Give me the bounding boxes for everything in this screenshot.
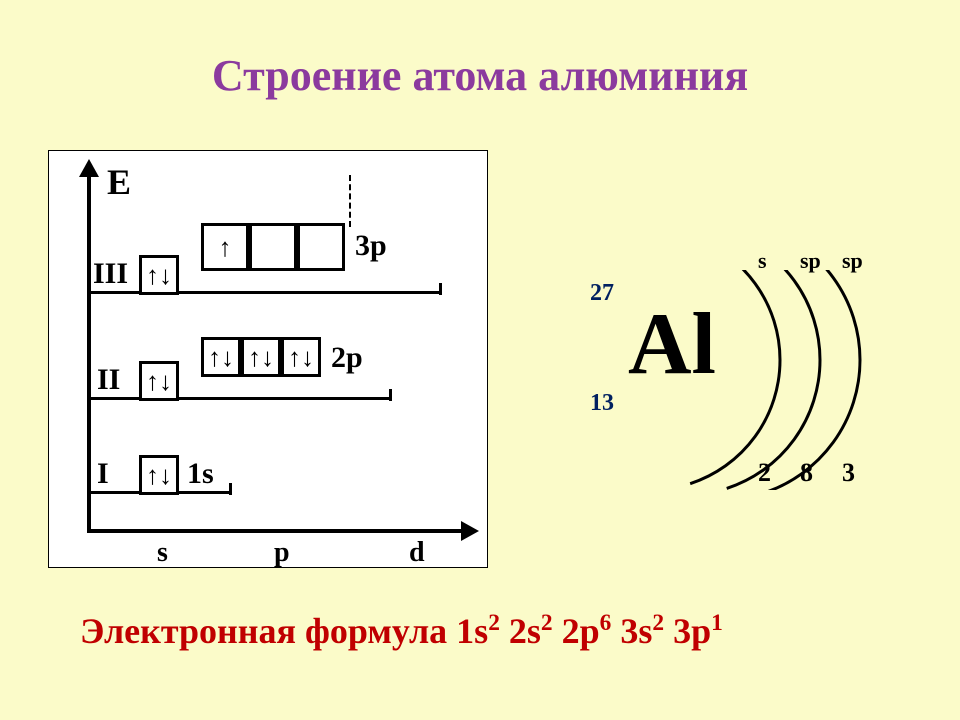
shell-top-label: sp <box>842 248 863 274</box>
orbital-box: ↑↓ <box>241 337 281 377</box>
electron-arrows-icon: ↑↓ <box>146 368 172 394</box>
electron-arrows-icon: ↑ <box>219 234 232 260</box>
formula-term: 3p1 <box>673 611 723 651</box>
formula-term: 1s2 <box>456 611 509 651</box>
orbital-box: ↑↓ <box>139 455 179 495</box>
formula-prefix: Электронная формула <box>80 611 456 651</box>
level-roman-label: II <box>97 363 120 397</box>
electron-formula: Электронная формула 1s2 2s2 2p6 3s2 3p1 <box>80 610 723 652</box>
energy-diagram: E I ↑↓ 1s II ↑↓ ↑↓ ↑↓ ↑↓ 2p III ↑↓ ↑ 3p s p d <box>48 150 488 568</box>
electron-arrows-icon: ↑↓ <box>208 344 234 370</box>
x-axis-arrow-icon <box>461 521 479 541</box>
electron-arrows-icon: ↑↓ <box>248 344 274 370</box>
formula-term: 2p6 <box>562 611 621 651</box>
x-axis-sublabel: p <box>274 537 290 569</box>
shell-electron-count: 8 <box>800 458 813 488</box>
level-tick <box>389 389 392 401</box>
level-roman-label: I <box>97 457 109 491</box>
electron-arrows-icon: ↑↓ <box>146 462 172 488</box>
shell-electron-count: 2 <box>758 458 771 488</box>
y-axis-arrow-icon <box>79 159 99 177</box>
orbital-box <box>249 223 297 271</box>
subshell-label: 3p <box>355 229 387 263</box>
electron-shell-arc <box>727 270 820 488</box>
electron-arrows-icon: ↑↓ <box>288 344 314 370</box>
orbital-box <box>297 223 345 271</box>
subshell-label: 1s <box>187 457 214 491</box>
x-axis-sublabel: s <box>157 537 168 569</box>
orbital-box: ↑↓ <box>139 255 179 295</box>
formula-term: 2s2 <box>509 611 562 651</box>
shell-top-label: sp <box>800 248 821 274</box>
dashed-line <box>349 175 351 227</box>
page-title: Строение атома алюминия <box>0 50 960 101</box>
electron-arrows-icon: ↑↓ <box>146 262 172 288</box>
shell-electron-count: 3 <box>842 458 855 488</box>
orbital-box: ↑↓ <box>201 337 241 377</box>
shell-top-label: s <box>758 248 767 274</box>
level-tick <box>229 483 232 495</box>
x-axis-sublabel: d <box>409 537 425 569</box>
orbital-box: ↑↓ <box>139 361 179 401</box>
electron-shell-arc <box>690 270 780 484</box>
shell-diagram: 27 13 Al s2sp8sp3 <box>590 270 930 490</box>
x-axis <box>87 529 467 533</box>
subshell-label: 2p <box>331 341 363 375</box>
shell-arcs-icon <box>590 270 930 490</box>
formula-term: 3s2 <box>620 611 673 651</box>
orbital-box: ↑ <box>201 223 249 271</box>
y-axis <box>87 171 91 531</box>
level-tick <box>439 283 442 295</box>
energy-axis-label: E <box>107 161 131 203</box>
energy-level-line <box>91 397 391 400</box>
level-roman-label: III <box>93 257 128 291</box>
orbital-box: ↑↓ <box>281 337 321 377</box>
